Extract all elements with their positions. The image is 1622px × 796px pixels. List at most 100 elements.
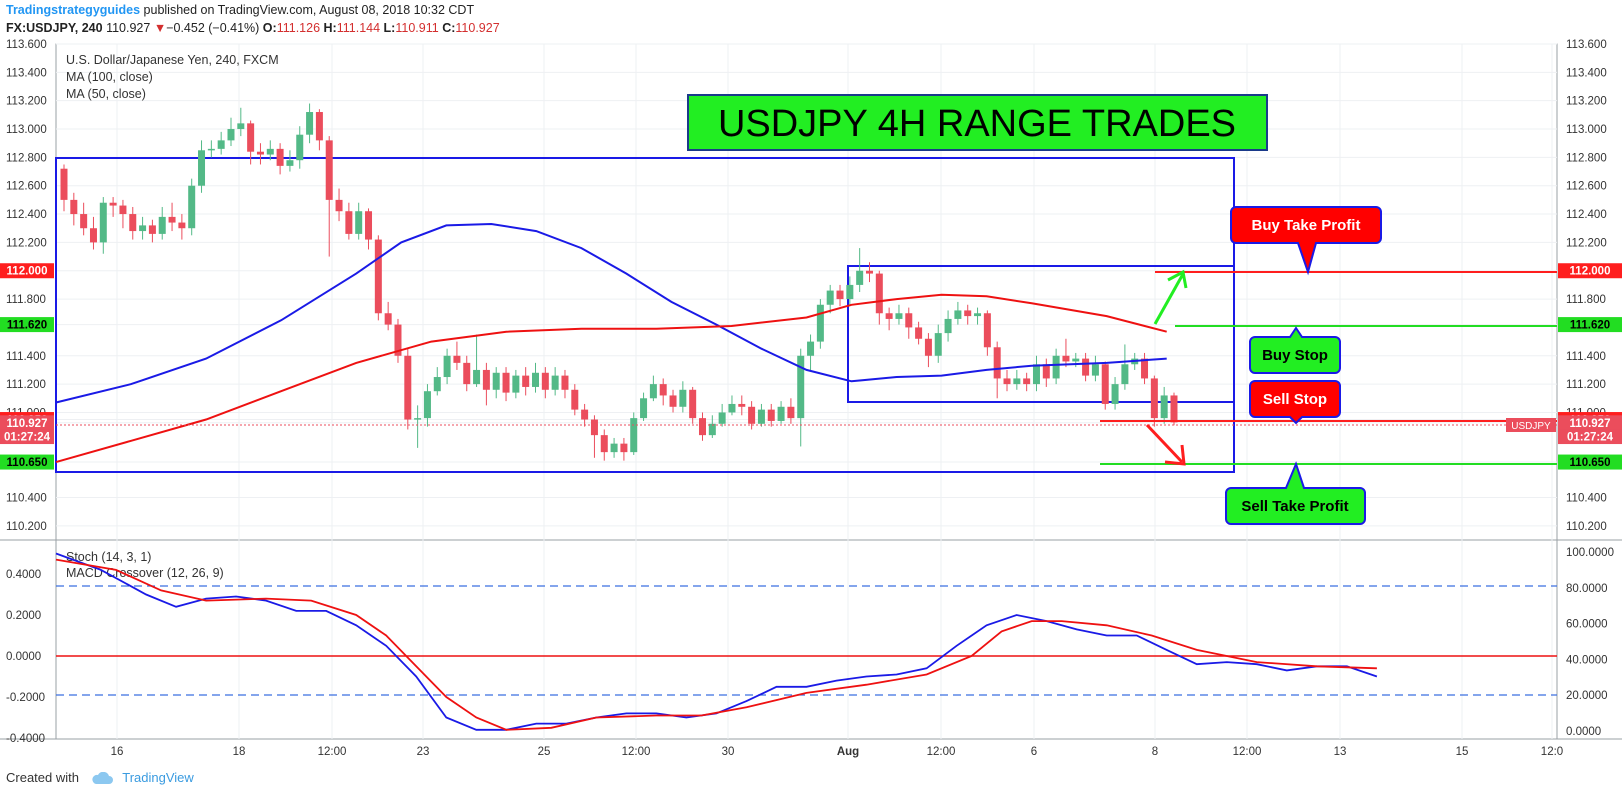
candle	[1111, 377, 1119, 410]
candle	[640, 392, 648, 421]
price-tag: 01:27:24	[0, 429, 54, 445]
open-label: O:	[262, 21, 277, 35]
svg-text:111.620: 111.620	[1570, 320, 1610, 332]
price-tick-right: 110.400	[1566, 492, 1607, 504]
legend-title[interactable]: U.S. Dollar/Japanese Yen, 240, FXCM	[66, 53, 279, 67]
candle	[590, 415, 598, 458]
candle	[728, 395, 736, 416]
price-tag: 111.620	[1558, 317, 1622, 333]
candle	[875, 270, 883, 325]
stoch-tick: 0.0000	[1566, 726, 1601, 738]
candle	[423, 384, 431, 427]
author-link[interactable]: Tradingstrategyguides	[6, 3, 141, 17]
price-tick-right: 111.200	[1566, 379, 1606, 391]
candle	[1062, 338, 1070, 368]
inner-range-box[interactable]	[847, 265, 1235, 403]
price-tag: 112.000	[0, 263, 54, 279]
sell-stop-callout[interactable]: Sell Stop	[1249, 380, 1341, 425]
down-arrow-icon	[1145, 423, 1186, 466]
chart-canvas[interactable]: 113.600 113.600 113.400 113.400 113.200 113.2…	[0, 0, 1622, 765]
time-axis[interactable]: 16 18 12:00 23 25 12:00 30 Aug 12:00 6 8 12:00 13 15 1…	[111, 746, 1564, 758]
candle	[70, 192, 78, 226]
macd-tick: -0.2000	[6, 692, 45, 704]
candle	[158, 206, 166, 240]
candle	[944, 310, 952, 342]
svg-text:111.620: 111.620	[7, 320, 47, 332]
candle	[80, 202, 88, 236]
candle	[1042, 358, 1050, 387]
candle	[1141, 352, 1149, 385]
candle	[610, 437, 618, 458]
svg-text:01:27:24: 01:27:24	[1567, 432, 1614, 444]
candle	[1032, 355, 1040, 392]
candles	[60, 103, 1178, 461]
candle	[168, 202, 176, 232]
candle	[541, 367, 549, 399]
price-tick-left: 111.800	[6, 294, 46, 306]
tradingview-link[interactable]: TradingView	[122, 770, 194, 785]
candle	[561, 369, 569, 399]
svg-text:110.650: 110.650	[1570, 457, 1611, 469]
candle	[865, 262, 873, 283]
price-tick-left: 112.400	[6, 209, 47, 221]
footer: Created with TradingView	[6, 770, 194, 785]
legend-stoch[interactable]: Stoch (14, 3, 1)	[66, 550, 151, 564]
price-tag: 110.927	[1558, 415, 1622, 431]
candle	[1082, 352, 1090, 382]
svg-text:112.000: 112.000	[7, 266, 48, 278]
legend-ma50[interactable]: MA (50, close)	[66, 87, 146, 101]
signal-line	[55, 558, 1377, 731]
candle	[443, 348, 451, 385]
candle	[905, 307, 913, 339]
candle	[1160, 386, 1168, 424]
price-tag: 110.927	[0, 415, 54, 431]
candle	[384, 301, 392, 331]
price-tick-right: 112.200	[1566, 237, 1607, 249]
price-tick-left: 113.600	[6, 39, 47, 51]
candle	[453, 341, 461, 370]
candle	[738, 395, 746, 416]
candle	[630, 412, 638, 455]
candle	[915, 321, 923, 345]
candle	[767, 403, 775, 427]
candle	[1150, 375, 1158, 427]
buy-take-profit-callout[interactable]: Buy Take Profit	[1230, 206, 1382, 276]
candle	[1003, 369, 1011, 392]
time-tick: 12:0	[1541, 746, 1563, 758]
svg-text:112.000: 112.000	[1570, 266, 1611, 278]
candle	[807, 334, 815, 370]
high-value: 111.144	[336, 21, 381, 35]
candle	[492, 367, 500, 399]
legend-macd[interactable]: MACD Crossover (12, 26, 9)	[66, 566, 224, 580]
buy-stop-callout[interactable]: Buy Stop	[1249, 326, 1341, 374]
candle	[757, 403, 765, 427]
low-value: 110.911	[395, 21, 439, 35]
price-tick-right: 111.400	[1566, 351, 1606, 363]
candle	[109, 197, 117, 217]
sell-take-profit-label: Sell Take Profit	[1241, 498, 1348, 515]
macd-tick: 0.0000	[6, 651, 41, 663]
sell-take-profit-callout[interactable]: Sell Take Profit	[1225, 461, 1366, 525]
price-tick-left: 111.400	[6, 351, 46, 363]
candle	[365, 208, 373, 250]
symbol-tag	[1506, 418, 1556, 432]
candle	[954, 301, 962, 325]
candle	[482, 362, 490, 406]
price-tag: 111.620	[0, 317, 54, 333]
down-arrow-icon: ▼	[153, 21, 167, 35]
macd-tick: 0.2000	[6, 610, 41, 622]
price-tags: 112.000112.000111.620111.620110.950110.9…	[0, 263, 1622, 470]
candle	[1101, 361, 1109, 410]
candle	[129, 206, 137, 240]
candle	[1052, 348, 1060, 385]
price-tag: 110.650	[1558, 454, 1622, 470]
price-tick-left: 113.200	[6, 96, 47, 108]
time-tick: 30	[722, 746, 735, 758]
time-tick: 8	[1152, 746, 1158, 758]
candle	[1023, 372, 1031, 392]
candle	[286, 150, 294, 172]
symbol-label: FX:USDJPY, 240	[6, 21, 103, 35]
legend-ma100[interactable]: MA (100, close)	[66, 70, 153, 84]
candle	[355, 202, 363, 240]
candle	[217, 131, 225, 155]
